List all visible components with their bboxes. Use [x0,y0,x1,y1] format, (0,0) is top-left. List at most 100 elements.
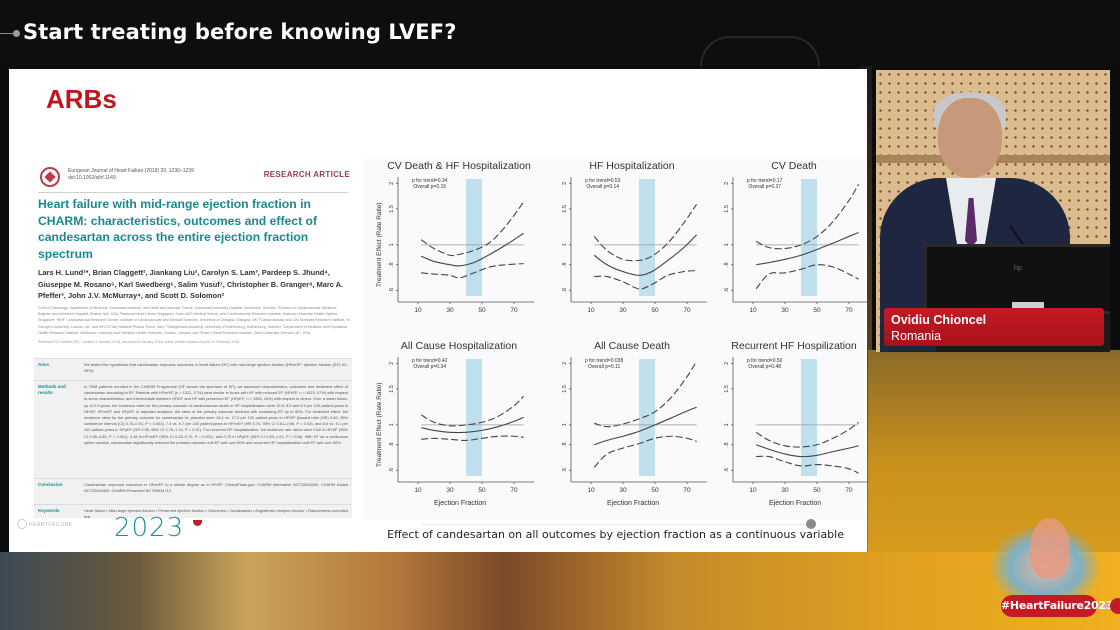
svg-text:70: 70 [845,487,853,494]
svg-text:70: 70 [845,307,853,314]
paper-affiliations: ¹Unit of Cardiology, Department of Medic… [38,306,350,335]
svg-text:.8: .8 [562,442,568,447]
chart-p-values: p for trend=0.34 Overall p=0.15 [412,178,448,190]
svg-text:1.5: 1.5 [389,205,395,213]
svg-text:.6: .6 [389,288,395,293]
spline-plot: .6 .8 1 1.5 2 10 30 50 70 [389,357,534,494]
footer-logo-text: HEARTFAILURE [29,522,73,528]
svg-text:30: 30 [446,487,454,494]
spline-plot: .6 .8 1 1.5 2 10 30 50 70 [389,177,534,314]
y-axis-label: Treatment Effect (Rate Ratio) [376,382,383,467]
svg-text:.6: .6 [389,468,395,473]
svg-text:.8: .8 [389,442,395,447]
svg-text:10: 10 [414,487,422,494]
svg-text:.6: .6 [562,468,568,473]
chart-p-values: p for trend=0.50 Overall p=0.48 [747,358,783,370]
spline-charts-grid: CV Death & HF Hospitalization .6 .8 1 1.5 2 10… [364,159,867,519]
svg-text:50: 50 [651,487,659,494]
svg-text:2: 2 [562,182,568,185]
footer-year: 2023 [114,513,185,543]
chart-p-values: p for trend=0.17 Overall p=0.37 [747,178,783,190]
x-axis-label: Ejection Fraction [434,500,487,507]
svg-text:50: 50 [478,487,486,494]
paper-received: Received 23 October 2017; revised 3 Janu… [38,340,240,344]
heart-illustration-icon [1030,518,1070,578]
chart-p-values: p for trend=0.038 Overall p=0.11 [585,358,624,370]
svg-text:2: 2 [389,362,395,365]
title-connector-line [0,33,14,34]
hp-logo-icon: hp [1014,265,1022,272]
x-axis-label: Ejection Fraction [769,500,822,507]
abstract-row-aims: Aims We tested the hypothesis that cande… [34,358,352,380]
svg-text:1.5: 1.5 [724,385,730,393]
abstract-row-keywords: Keywords Heart failure • Mid-range eject… [34,504,352,519]
slide-heading: ARBs [46,84,117,114]
svg-text:1.5: 1.5 [389,385,395,393]
figure-caption: Effect of candesartan on all outcomes by… [387,528,844,541]
svg-text:1: 1 [724,243,730,246]
svg-text:1: 1 [724,423,730,426]
caption-divider [421,524,811,525]
svg-text:50: 50 [813,307,821,314]
spline-plot: .6 .8 1 1.5 2 10 30 50 70 [724,357,867,494]
svg-text:10: 10 [749,307,757,314]
svg-text:10: 10 [749,487,757,494]
chart-title: CV Death [771,160,817,172]
chart-title: CV Death & HF Hospitalization [387,160,531,172]
session-title-bar: Start treating before knowing LVEF? [0,0,1120,66]
svg-text:30: 30 [619,307,627,314]
chart-panel: Recurrent HF Hospilization .6 .8 1 1.5 2 10 30 5… [709,339,867,515]
svg-text:50: 50 [478,307,486,314]
decorative-arc [700,36,820,66]
background-art-bottom [0,552,1120,630]
esc-heart-logo-icon [40,167,60,187]
paper-abstract: Aims We tested the hypothesis that cande… [34,358,352,519]
svg-text:2: 2 [389,182,395,185]
svg-text:.8: .8 [724,262,730,267]
svg-text:1: 1 [389,423,395,426]
event-hashtag: #HeartFailure2023 [1001,595,1113,617]
hashtag-dot-icon [1110,598,1120,614]
paper-title: Heart failure with mid-range ejection fr… [38,197,318,261]
chart-panel: All Cause Hospitalization .6 .8 1 1.5 2 10 30 50… [374,339,544,515]
paper-authors: Lars H. Lund¹*, Brian Claggett², Jiankan… [38,268,343,300]
heartfailure-logo-icon [17,519,27,529]
svg-text:.8: .8 [562,262,568,267]
svg-text:30: 30 [446,307,454,314]
svg-text:2: 2 [724,362,730,365]
spline-plot: .6 .8 1 1.5 2 10 30 50 70 [562,177,707,314]
spline-plot: .6 .8 1 1.5 2 10 30 50 70 [562,357,707,494]
chart-title: Recurrent HF Hospilization [731,340,857,352]
presentation-slide: ARBs European Journal of Heart Failure (… [9,69,867,552]
paper-type: RESEARCH ARTICLE [263,170,350,179]
svg-text:1: 1 [389,243,395,246]
svg-text:70: 70 [683,487,691,494]
svg-text:30: 30 [619,487,627,494]
chart-title: HF Hospitalization [589,160,675,172]
svg-text:10: 10 [414,307,422,314]
svg-text:.8: .8 [389,262,395,267]
hashtag-connector [1097,606,1111,607]
svg-text:10: 10 [587,307,595,314]
speaker-head [938,98,1002,178]
chart-title: All Cause Hospitalization [400,340,518,352]
svg-text:1: 1 [562,423,568,426]
chart-panel: CV Death & HF Hospitalization .6 .8 1 1.5 2 10… [374,159,544,335]
svg-text:2: 2 [562,362,568,365]
session-title: Start treating before knowing LVEF? [23,20,457,44]
x-axis-label: Ejection Fraction [607,500,660,507]
svg-text:1.5: 1.5 [724,205,730,213]
svg-text:70: 70 [510,307,518,314]
svg-text:1: 1 [562,243,568,246]
speaker-lower-third: Ovidiu Chioncel Romania [884,308,1104,346]
speaker-country: Romania [891,329,942,343]
abstract-row-conclusion: Conclusion Candesartan improved outcomes… [34,478,352,504]
abstract-row-methods: Methods and results In 7598 patients enr… [34,380,352,478]
svg-text:30: 30 [781,487,789,494]
svg-text:.6: .6 [562,288,568,293]
chart-p-values: p for trend=0.42 Overall p=0.34 [412,358,448,370]
chart-panel: CV Death .6 .8 1 1.5 2 10 30 50 70 p for trend=0.1… [709,159,867,335]
chart-panel: All Cause Death .6 .8 1 1.5 2 10 30 50 70 p for tr… [547,339,717,515]
title-bullet-icon [13,30,20,37]
svg-text:10: 10 [587,487,595,494]
